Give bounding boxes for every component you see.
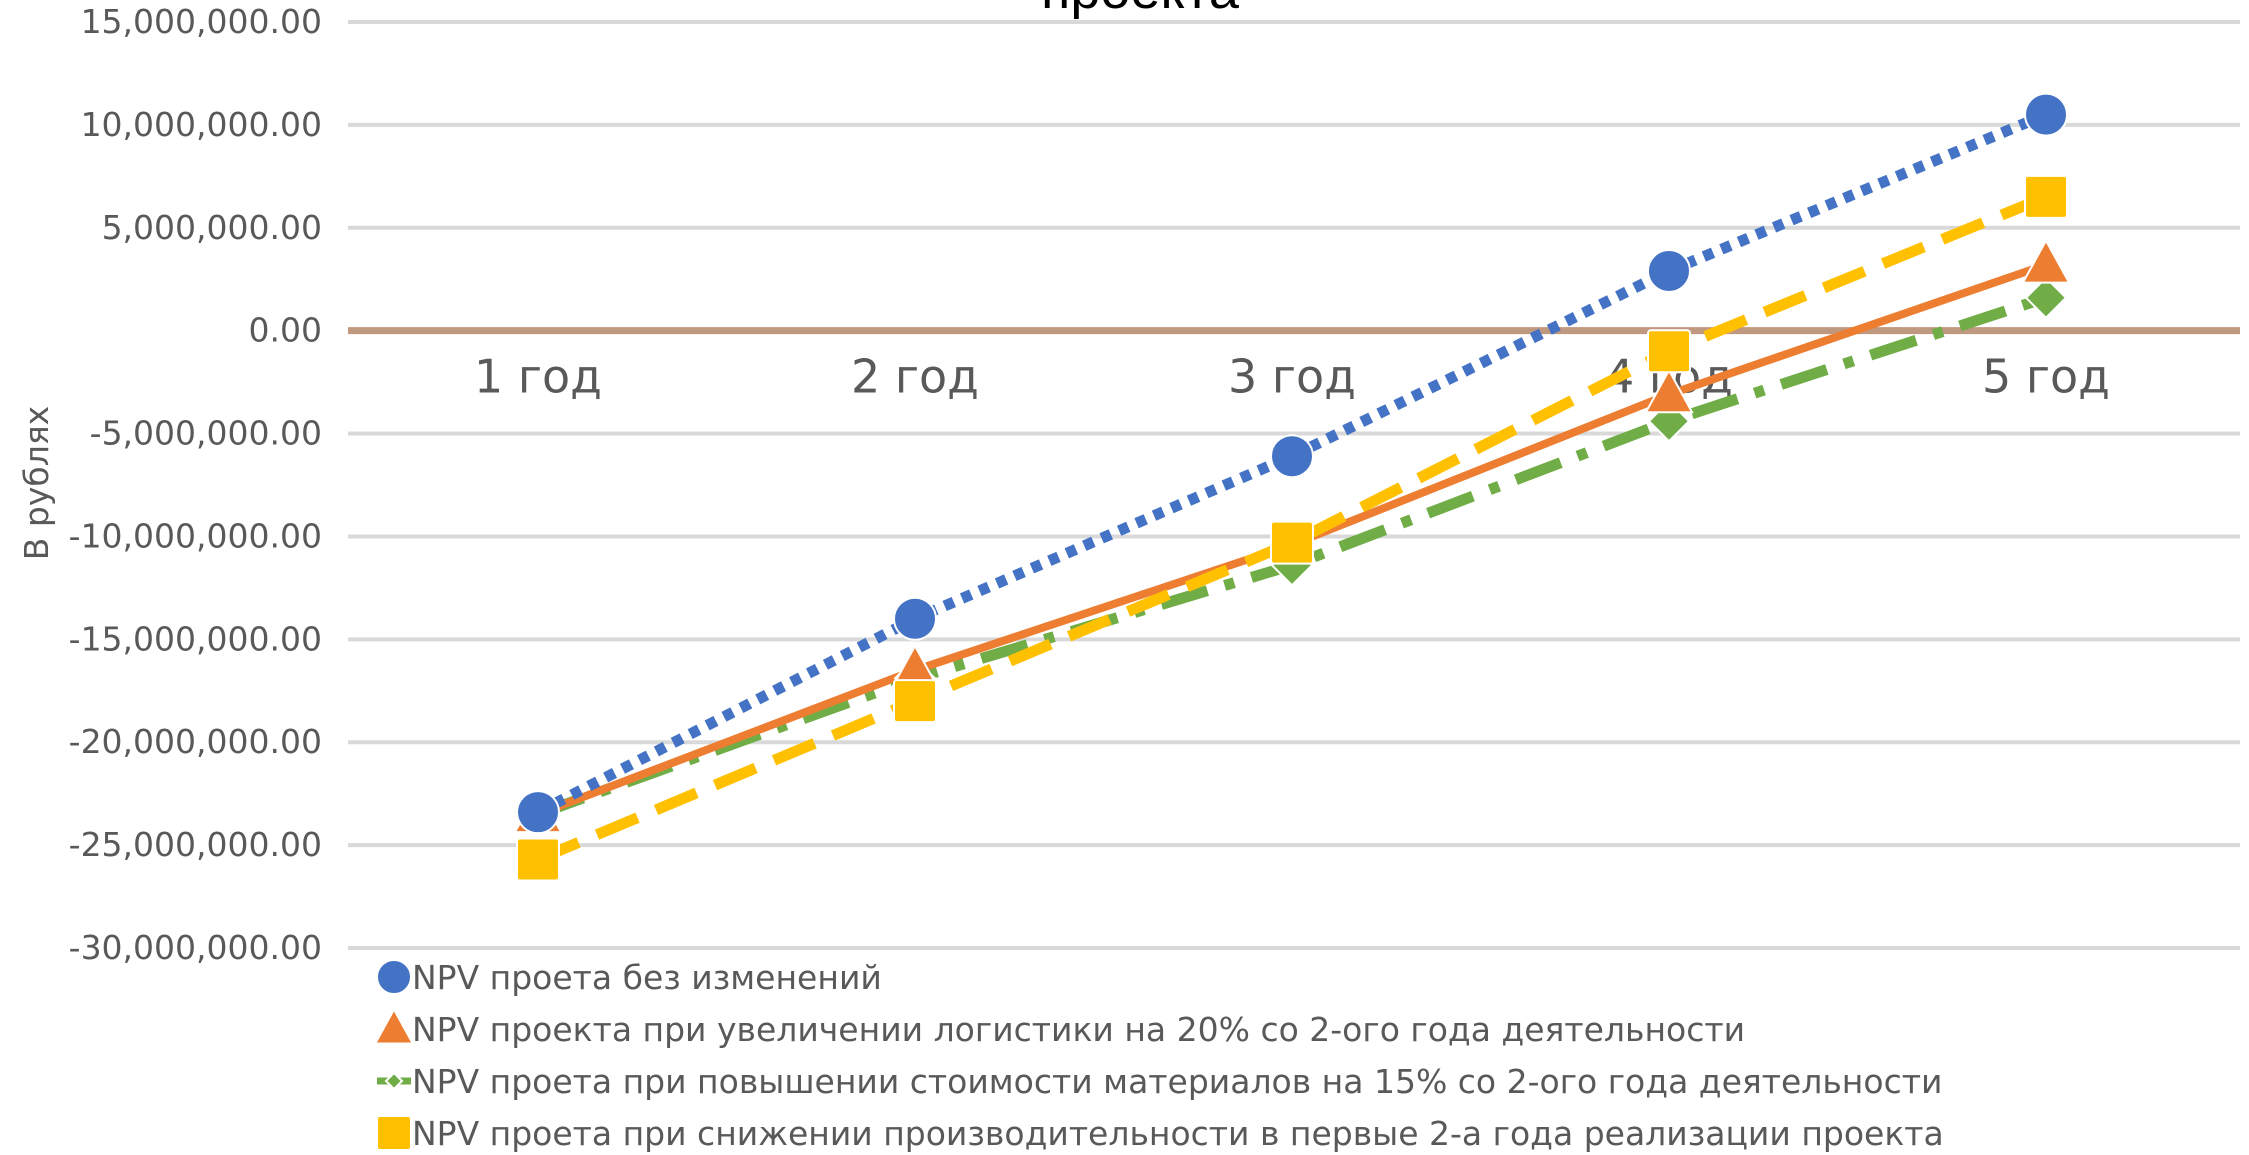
- data-point-marker: [1271, 522, 1313, 564]
- x-tick-label: 3 год: [1228, 350, 1356, 404]
- y-tick-label: -25,000,000.00: [69, 825, 322, 864]
- legend-marker: [377, 1116, 411, 1150]
- y-gridlines: [348, 22, 2240, 948]
- data-point-marker: [2025, 176, 2067, 218]
- legend-item: NPV проекта при увеличении логистики на …: [375, 1009, 1745, 1049]
- data-point-marker: [894, 598, 936, 640]
- data-point-marker: [1648, 330, 1690, 372]
- series-markers: [515, 94, 2069, 881]
- y-tick-label: -30,000,000.00: [69, 928, 322, 967]
- data-point-marker: [517, 791, 559, 833]
- y-tick-label: -5,000,000.00: [90, 414, 322, 453]
- x-tick-label: 1 год: [474, 350, 602, 404]
- x-tick-label: 2 год: [851, 350, 979, 404]
- y-tick-label: -15,000,000.00: [69, 619, 322, 658]
- data-point-marker: [2026, 278, 2066, 318]
- y-tick-label: -10,000,000.00: [69, 516, 322, 555]
- legend-label: NPV проета без изменений: [412, 958, 882, 997]
- legend-label: NPV проекта при увеличении логистики на …: [412, 1010, 1745, 1049]
- data-point-marker: [894, 680, 936, 722]
- legend-marker: [377, 960, 411, 994]
- y-tick-label: 5,000,000.00: [102, 208, 322, 247]
- legend: NPV проета без изменений NPV проекта при …: [375, 958, 1943, 1153]
- y-tick-labels: 15,000,000.00 10,000,000.00 5,000,000.00 0.…: [69, 2, 322, 967]
- legend-marker: [386, 1073, 402, 1089]
- y-tick-label: 0.00: [249, 311, 322, 350]
- legend-marker: [375, 1009, 412, 1043]
- x-tick-label: 5 год: [1982, 350, 2110, 404]
- x-tick-labels: 1 год 2 год 3 год 4 год 5 год: [474, 350, 2110, 404]
- y-axis-label: В рублях: [17, 406, 56, 560]
- legend-item: NPV проета без изменений: [377, 958, 882, 997]
- chart-title: проекта: [1041, 0, 1240, 20]
- data-point-marker: [517, 839, 559, 881]
- y-tick-label: -20,000,000.00: [69, 722, 322, 761]
- data-point-marker: [1648, 250, 1690, 292]
- data-point-marker: [1271, 435, 1313, 477]
- legend-label: NPV проета при повышении стоимости матер…: [412, 1062, 1942, 1101]
- data-point-marker: [2025, 94, 2067, 136]
- legend-item: NPV проета при снижении производительнос…: [377, 1114, 1944, 1153]
- legend-label: NPV проета при снижении производительнос…: [412, 1114, 1944, 1153]
- y-tick-label: 10,000,000.00: [81, 105, 322, 144]
- legend-item: NPV проета при повышении стоимости матер…: [377, 1062, 1942, 1101]
- data-point-marker: [2023, 241, 2069, 283]
- y-tick-label: 15,000,000.00: [81, 2, 322, 41]
